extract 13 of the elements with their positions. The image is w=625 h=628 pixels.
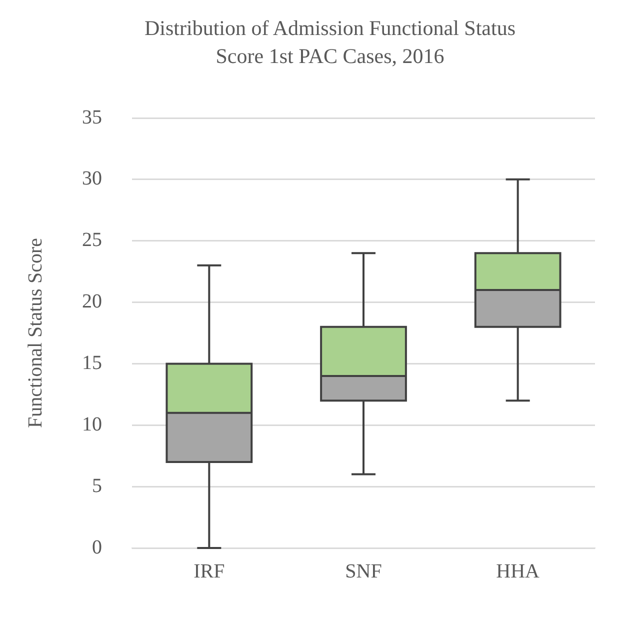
y-tick-label: 15 [82, 352, 102, 374]
x-tick-label: HHA [496, 560, 540, 582]
y-tick-label: 20 [82, 290, 102, 313]
y-tick-label: 35 [82, 106, 102, 128]
y-axis-title: Functional Status Score [24, 238, 46, 428]
x-tick-label: SNF [345, 560, 382, 582]
y-tick-label: 0 [92, 536, 102, 558]
x-tick-label: IRF [194, 560, 225, 582]
y-tick-label: 30 [82, 168, 102, 190]
chart-title: Distribution of Admission Functional Status Score 1st PAC Cases, 2016 [143, 15, 517, 70]
y-tick-label: 5 [92, 474, 102, 497]
y-tick-label: 25 [82, 229, 102, 252]
y-tick-label: 10 [82, 413, 102, 436]
